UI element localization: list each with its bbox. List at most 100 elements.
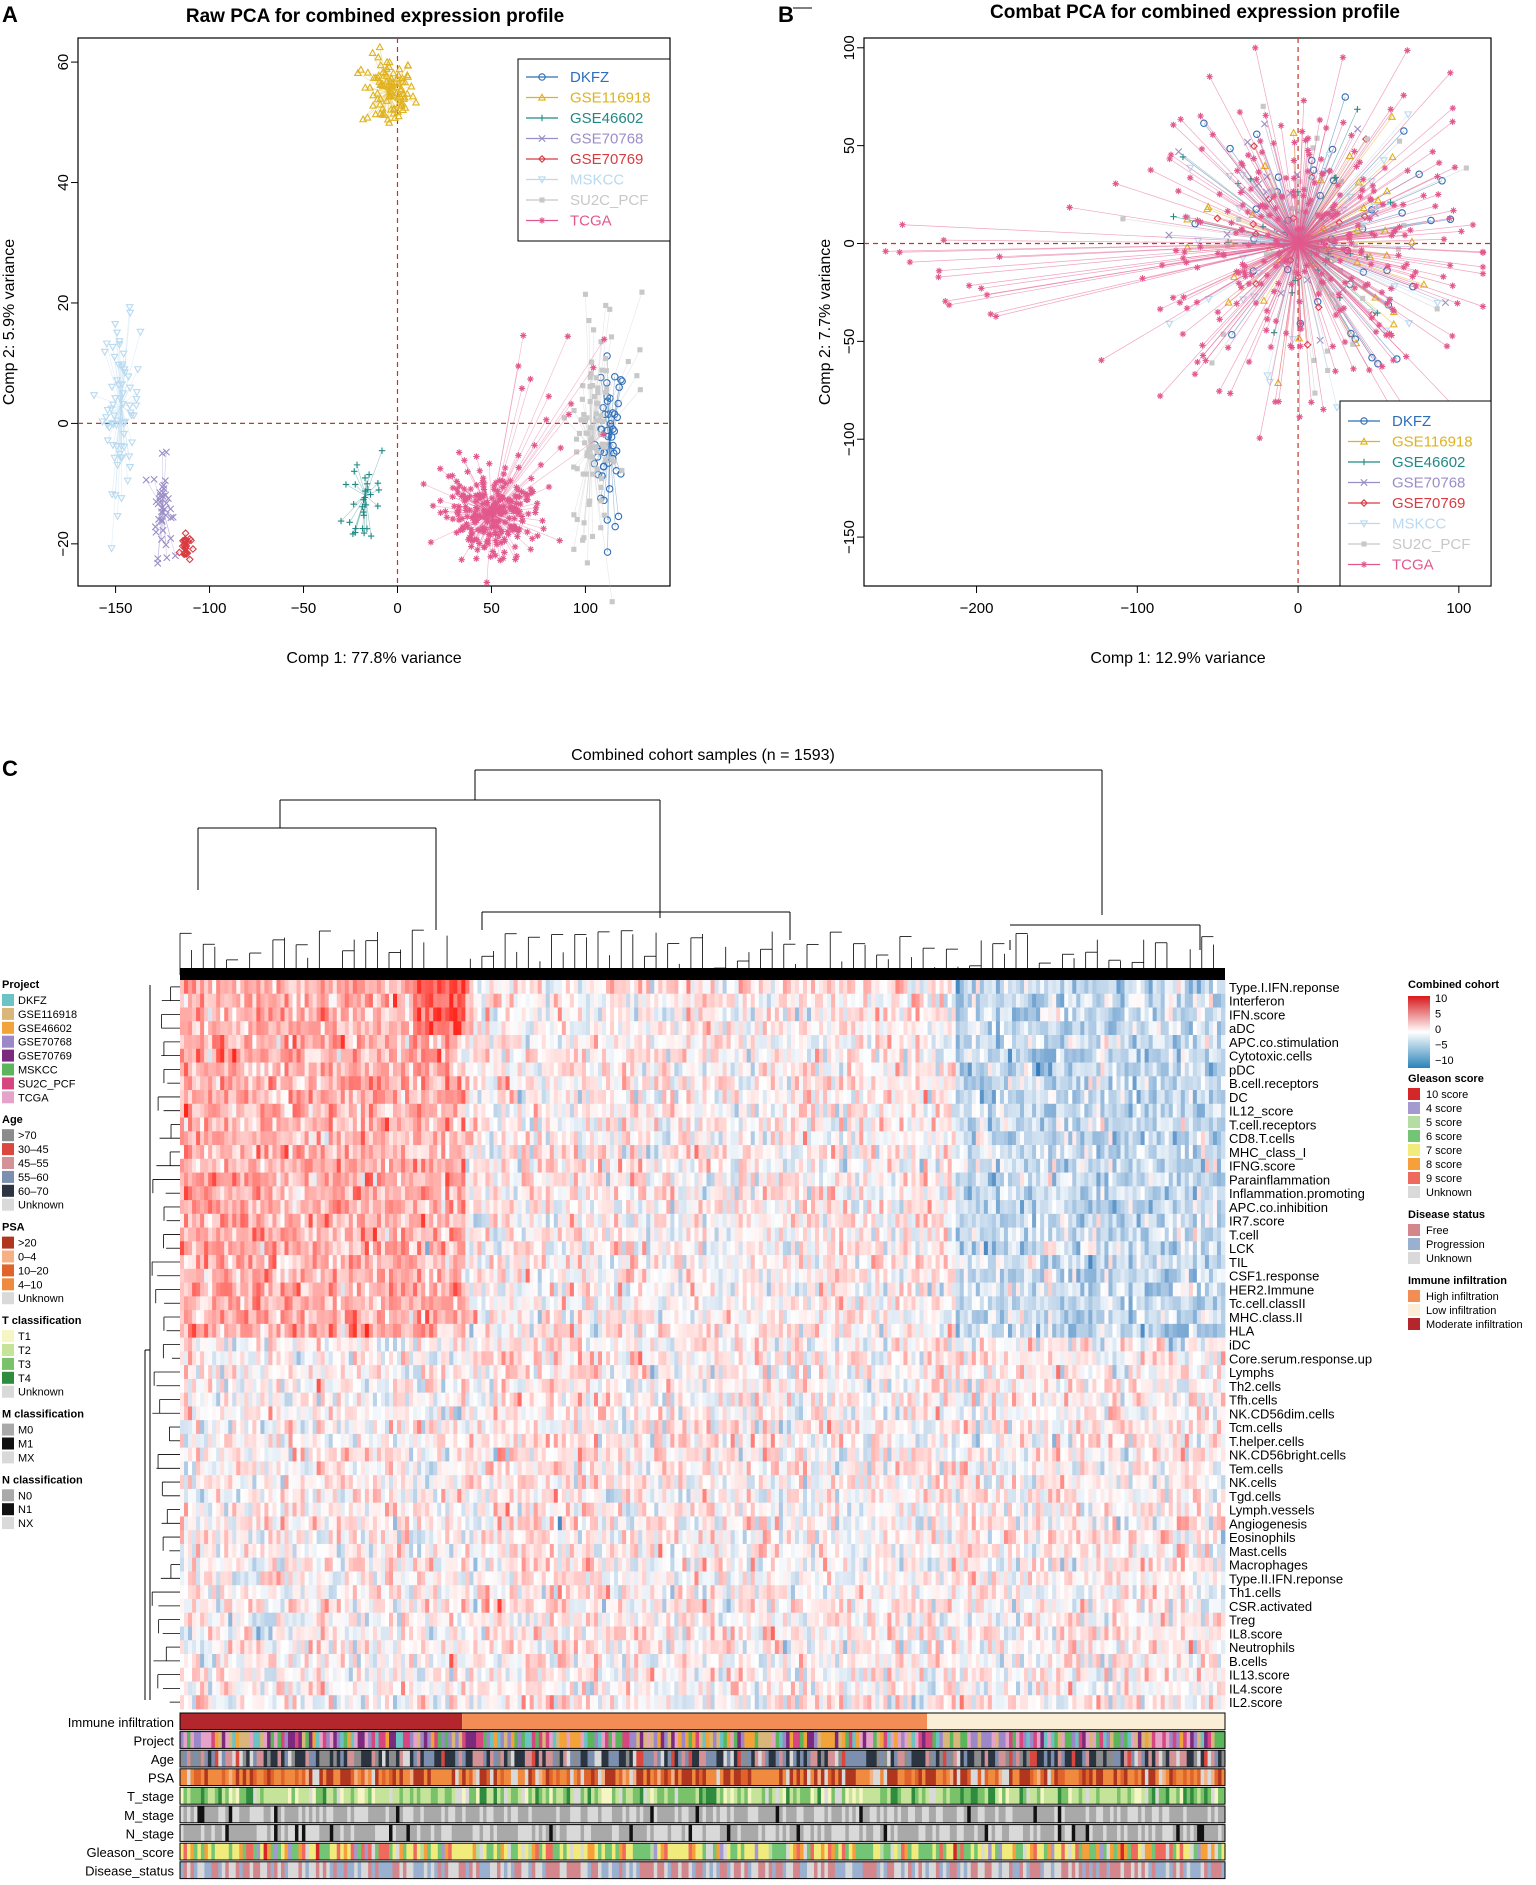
heatmap-cell (674, 1035, 679, 1050)
heatmap-cell (931, 980, 937, 995)
heatmap-cell (991, 1035, 997, 1050)
heatmap-cell (1076, 1007, 1081, 1022)
heatmap-cell (1164, 993, 1170, 1008)
point (1386, 330, 1393, 337)
heatmap-cell (292, 1021, 297, 1036)
heatmap-cell (268, 980, 273, 995)
point (403, 70, 412, 79)
point (634, 373, 640, 379)
heatmap-cell (276, 1076, 281, 1091)
heatmap-cell (843, 1048, 848, 1063)
heatmap-cell (232, 1007, 237, 1022)
heatmap-cell (1024, 980, 1029, 995)
heatmap-cell (1116, 1048, 1121, 1063)
heatmap-cell (581, 1048, 587, 1063)
heatmap-cell (782, 1062, 788, 1077)
heatmap-cell (1164, 980, 1170, 995)
heatmap-cell (1128, 1007, 1133, 1022)
heatmap-cell (421, 1062, 426, 1077)
heatmap-cell (401, 1007, 406, 1022)
heatmap-cell (364, 1076, 370, 1091)
point (394, 70, 403, 79)
heatmap-cell (947, 1035, 953, 1050)
heatmap-cell (622, 1076, 627, 1091)
heatmap-cell (915, 980, 920, 995)
heatmap-cell (352, 993, 358, 1008)
heatmap-cell (397, 993, 402, 1008)
heatmap-cell (200, 1062, 205, 1077)
heatmap-cell (368, 980, 374, 995)
heatmap-cell (465, 1062, 470, 1077)
heatmap-cell (1152, 993, 1158, 1008)
heatmap-cell (328, 1090, 334, 1105)
heatmap-cell (1204, 1007, 1210, 1022)
heatmap-cell (983, 980, 989, 995)
heatmap-cell (718, 980, 723, 995)
heatmap-cell (389, 1090, 394, 1105)
legend-label: GSE70768 (1392, 475, 1465, 492)
heatmap-cell (1216, 1035, 1222, 1050)
connector-line (609, 412, 614, 442)
heatmap-cell (441, 1035, 446, 1050)
heatmap-cell (654, 980, 659, 995)
heatmap-cell (1112, 1007, 1117, 1022)
heatmap-cell (879, 993, 884, 1008)
heatmap-cell (493, 1076, 498, 1091)
heatmap-cell (401, 993, 406, 1008)
heatmap-cell (477, 1007, 482, 1022)
x-tick-label: −50 (291, 600, 316, 617)
heatmap-cell (646, 1007, 651, 1022)
heatmap-cell (288, 993, 293, 1008)
heatmap-cell (485, 1021, 490, 1036)
heatmap-cell (585, 1076, 591, 1091)
heatmap-cell (694, 1090, 699, 1105)
heatmap-cell (891, 993, 896, 1008)
heatmap-cell (465, 1076, 470, 1091)
heatmap-cell (485, 1062, 490, 1077)
heatmap-cell (1080, 1048, 1085, 1063)
heatmap-cell (497, 1090, 502, 1105)
heatmap-cell (690, 1048, 695, 1063)
heatmap-cell (1100, 1007, 1105, 1022)
heatmap-cell (497, 993, 502, 1008)
heatmap-cell (376, 1021, 382, 1036)
heatmap-cell (903, 1062, 908, 1077)
heatmap-cell (847, 1007, 852, 1022)
heatmap-cell (1060, 1007, 1065, 1022)
heatmap-cell (758, 1007, 764, 1022)
heatmap-cell (521, 1021, 527, 1036)
heatmap-cell (441, 1048, 446, 1063)
heatmap-cell (827, 1035, 832, 1050)
heatmap-cell (971, 1048, 977, 1063)
heatmap-cell (774, 1021, 780, 1036)
heatmap-cell (1028, 1021, 1033, 1036)
heatmap-cell (372, 1076, 378, 1091)
heatmap-cell (304, 1062, 310, 1077)
heatmap-cell (1220, 1076, 1226, 1091)
heatmap-cell (650, 993, 655, 1008)
point (1449, 104, 1456, 112)
heatmap-cell (316, 1090, 322, 1105)
heatmap-cell (320, 1021, 326, 1036)
heatmap-cell (634, 1090, 639, 1105)
heatmap-cell (569, 1062, 575, 1077)
heatmap-cell (1200, 1035, 1206, 1050)
heatmap-cell (208, 1007, 213, 1022)
heatmap-cell (887, 993, 892, 1008)
heatmap-cell (461, 1021, 466, 1036)
heatmap-cell (778, 1007, 784, 1022)
point (584, 560, 590, 566)
heatmap-cell (1208, 1048, 1214, 1063)
heatmap-cell (975, 1062, 981, 1077)
heatmap-cell (1208, 1021, 1214, 1036)
point (376, 80, 385, 88)
heatmap-cell (589, 1076, 595, 1091)
heatmap-cell (730, 1090, 736, 1105)
heatmap-cell (200, 1007, 205, 1022)
heatmap-cell (1011, 1035, 1017, 1050)
heatmap-cell (252, 993, 257, 1008)
heatmap-cell (762, 1007, 768, 1022)
heatmap-cell (895, 993, 900, 1008)
heatmap-cell (417, 993, 422, 1008)
heatmap-cell (228, 1007, 233, 1022)
